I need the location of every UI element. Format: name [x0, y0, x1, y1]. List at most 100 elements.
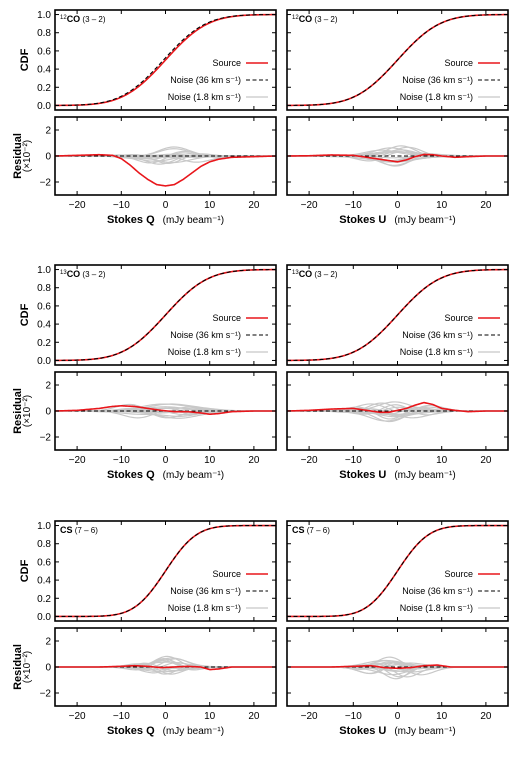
x-axis-label: Stokes Q (mJy beam⁻¹): [107, 725, 224, 737]
xtick-label: 0: [395, 711, 401, 722]
xtick-label: 10: [204, 455, 216, 466]
species-name: CS: [292, 525, 305, 535]
species-name: CO: [299, 269, 313, 279]
legend-entry: Noise (36 km s⁻¹): [170, 75, 241, 85]
cdf-ytick-label: 0.8: [37, 28, 51, 39]
x-axis-label: Stokes Q (mJy beam⁻¹): [107, 214, 224, 226]
x-axis-label: Stokes Q (mJy beam⁻¹): [107, 469, 224, 481]
x-axis-stokes: Stokes Q: [107, 725, 155, 737]
xtick-label: 20: [248, 455, 260, 466]
cdf-ytick-label: 0.6: [37, 46, 51, 57]
residual-panel: −20 −10 0 10 20 Stokes U (mJy beam⁻¹): [286, 371, 509, 481]
residual-panel: −20 −10 0 10 20 Stokes U (mJy beam⁻¹): [286, 116, 509, 226]
cdf-ytick-label: 0.0: [37, 612, 51, 623]
x-axis-stokes: Stokes Q: [107, 214, 155, 226]
cdf-source-line: [55, 524, 276, 618]
residual-ytick-label: 2: [45, 637, 51, 648]
xtick-label: 10: [436, 711, 448, 722]
x-axis-unit: (mJy beam⁻¹): [163, 726, 224, 737]
xtick-label: −10: [345, 711, 362, 722]
cdf-ytick-label: 0.2: [37, 83, 51, 94]
cdf-ytick-label: 1.0: [37, 10, 51, 21]
legend-entry: Noise (36 km s⁻¹): [402, 330, 473, 340]
residual-source-line: [55, 404, 276, 416]
cdf-panel: 0.0 0.2 0.4 0.6 0.8 1.0 12CO (3 – 2) Source Nois…: [37, 9, 277, 112]
xtick-label: −20: [301, 200, 318, 211]
residual-ytick-label: 0: [45, 663, 51, 674]
cdf-source-line: [287, 524, 508, 618]
x-axis-label: Stokes U (mJy beam⁻¹): [339, 469, 455, 481]
x-axis-unit: (mJy beam⁻¹): [163, 470, 224, 481]
cdf-noise36-line: [55, 269, 276, 361]
x-axis-stokes: Stokes U: [339, 469, 386, 481]
residual-ytick-label: 2: [45, 126, 51, 137]
xtick-label: −10: [113, 455, 130, 466]
cdf-ytick-label: 0.8: [37, 283, 51, 294]
residual-ytick-label: 0: [45, 407, 51, 418]
residual-ytick-label: −2: [40, 689, 52, 700]
xtick-label: 0: [163, 711, 169, 722]
residual-ytick-label: 0: [45, 152, 51, 163]
xtick-label: −20: [69, 455, 86, 466]
panel-title: 12CO (3 – 2): [60, 14, 106, 24]
cdf-source-line: [55, 13, 276, 107]
legend-entry: Noise (36 km s⁻¹): [170, 330, 241, 340]
cdf-ytick-label: 0.2: [37, 594, 51, 605]
residual-source-line: [55, 153, 276, 187]
legend-entry: Source: [212, 313, 241, 323]
xtick-label: −20: [301, 711, 318, 722]
x-axis-unit: (mJy beam⁻¹): [394, 726, 455, 737]
panel-title: CS (7 – 6): [292, 525, 330, 535]
cdf-ytick-label: 0.4: [37, 65, 51, 76]
x-axis-unit: (mJy beam⁻¹): [394, 470, 455, 481]
xtick-label: 0: [163, 200, 169, 211]
cdf-panel: 12CO (3 – 2) Source Noise (36 km s⁻¹) Noise…: [286, 9, 509, 111]
legend-entry: Noise (1.8 km s⁻¹): [168, 603, 241, 613]
panel-title: 13CO (3 – 2): [292, 269, 338, 279]
xtick-label: 0: [163, 455, 169, 466]
residual-source-line: [287, 401, 508, 414]
legend-entry: Source: [444, 58, 473, 68]
cdf-ytick-label: 0.6: [37, 301, 51, 312]
cdf-noise36-line: [287, 269, 508, 361]
cdf-noise36-line: [55, 14, 276, 106]
cdf-ytick-label: 0.4: [37, 320, 51, 331]
species-isotope: 12: [60, 15, 67, 21]
species-name: CO: [67, 269, 81, 279]
xtick-label: 20: [480, 200, 492, 211]
xtick-label: −10: [345, 455, 362, 466]
residual-ytick-label: −2: [40, 178, 52, 189]
xtick-label: 20: [480, 455, 492, 466]
legend-entry: Source: [212, 569, 241, 579]
cdf-panel: 0.0 0.2 0.4 0.6 0.8 1.0 13CO (3 – 2) Source Nois…: [37, 264, 277, 367]
xtick-label: −20: [301, 455, 318, 466]
cdf-noise36-line: [287, 525, 508, 617]
species-name: CO: [67, 14, 81, 24]
panel-title: 12CO (3 – 2): [292, 14, 338, 24]
residual-ytick-label: 2: [45, 381, 51, 392]
species-transition: (7 – 6): [73, 526, 99, 535]
cdf-ytick-label: 0.0: [37, 356, 51, 367]
cdf-panel: 0.0 0.2 0.4 0.6 0.8 1.0 CS (7 – 6) Source Noise …: [37, 520, 277, 623]
xtick-label: 10: [204, 200, 216, 211]
xtick-label: 0: [395, 455, 401, 466]
xtick-label: 20: [248, 711, 260, 722]
xtick-label: 10: [436, 200, 448, 211]
cdf-panel: CS (7 – 6) Source Noise (36 km s⁻¹) Noise (…: [286, 520, 509, 622]
x-axis-unit: (mJy beam⁻¹): [394, 215, 455, 226]
panel-title: CS (7 – 6): [60, 525, 98, 535]
legend-entry: Source: [444, 313, 473, 323]
residual-axis-unit: (×10⁻²): [22, 651, 33, 683]
legend-entry: Noise (36 km s⁻¹): [402, 75, 473, 85]
cdf-ytick-label: 0.6: [37, 557, 51, 568]
cdf-ytick-label: 0.2: [37, 338, 51, 349]
xtick-label: 20: [480, 711, 492, 722]
cdf-axis-label: CDF: [19, 559, 31, 582]
legend-entry: Source: [212, 58, 241, 68]
xtick-label: 10: [436, 455, 448, 466]
